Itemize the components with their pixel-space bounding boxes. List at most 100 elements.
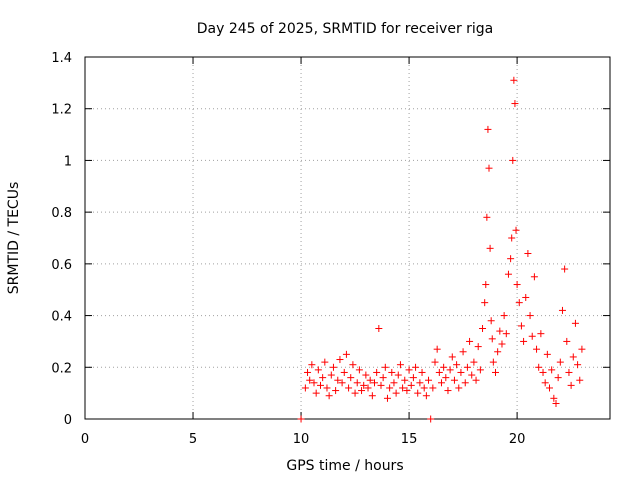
data-point	[327, 371, 335, 379]
data-point	[392, 389, 400, 397]
data-point	[442, 374, 450, 382]
data-point	[429, 384, 437, 392]
data-point	[457, 368, 465, 376]
x-ticks: 0 5 10 15 20	[81, 57, 526, 447]
data-point	[362, 371, 370, 379]
data-point	[507, 255, 515, 263]
x-tick-label: 15	[401, 432, 418, 447]
data-point	[561, 265, 569, 273]
data-point	[437, 379, 445, 387]
data-point	[486, 244, 494, 252]
data-point	[414, 389, 422, 397]
data-point	[515, 299, 523, 307]
data-point	[552, 399, 560, 407]
data-point	[512, 226, 520, 234]
data-point	[342, 350, 350, 358]
data-point	[550, 394, 558, 402]
data-point	[306, 376, 314, 384]
data-point	[448, 353, 456, 361]
data-point	[360, 381, 368, 389]
data-point	[364, 384, 372, 392]
data-point	[459, 348, 467, 356]
data-point	[416, 379, 424, 387]
x-axis-label: GPS time / hours	[286, 458, 403, 474]
data-point	[496, 327, 504, 335]
data-point	[399, 384, 407, 392]
data-point	[347, 374, 355, 382]
data-point	[381, 363, 389, 371]
data-point	[355, 366, 363, 374]
data-point	[535, 363, 543, 371]
data-points	[297, 76, 586, 423]
data-point	[558, 306, 566, 314]
data-point	[368, 392, 376, 400]
data-point	[476, 366, 484, 374]
data-point	[520, 337, 528, 345]
data-point	[569, 353, 577, 361]
data-point	[388, 368, 396, 376]
data-point	[494, 348, 502, 356]
data-point	[488, 335, 496, 343]
data-point	[567, 381, 575, 389]
data-point	[513, 281, 521, 289]
data-point	[483, 213, 491, 221]
data-point	[304, 368, 312, 376]
data-point	[511, 100, 519, 108]
x-tick-label: 20	[509, 432, 526, 447]
plot-frame	[84, 56, 611, 420]
data-point	[444, 387, 452, 395]
data-point	[481, 299, 489, 307]
data-point	[412, 363, 420, 371]
x-tick-label: 0	[81, 432, 89, 447]
data-point	[371, 379, 379, 387]
data-point	[425, 376, 433, 384]
data-point	[468, 371, 476, 379]
data-point	[543, 350, 551, 358]
data-point	[433, 345, 441, 353]
data-point	[450, 376, 458, 384]
data-point	[455, 384, 463, 392]
data-point	[377, 381, 385, 389]
y-ticks: 0 0.2 0.4 0.6 0.8 1 1.2 1.4	[51, 51, 610, 428]
data-point	[479, 325, 487, 332]
data-point	[431, 358, 439, 366]
data-point	[394, 371, 402, 379]
data-point	[446, 366, 454, 374]
data-point	[338, 379, 346, 387]
data-point	[528, 332, 536, 340]
data-point	[375, 325, 383, 332]
data-point	[332, 387, 340, 395]
data-point	[353, 379, 361, 387]
data-point	[482, 281, 490, 289]
x-tick-label: 5	[189, 432, 197, 447]
data-point	[563, 337, 571, 345]
data-point	[373, 368, 381, 376]
data-point	[517, 322, 525, 330]
data-point	[489, 358, 497, 366]
data-point	[366, 376, 374, 384]
data-point	[349, 361, 357, 369]
data-point	[508, 234, 516, 242]
data-point	[546, 384, 554, 392]
data-point	[319, 374, 327, 382]
data-point	[554, 374, 562, 382]
data-point	[405, 366, 413, 374]
data-point	[510, 76, 518, 84]
data-point	[386, 384, 394, 392]
y-tick-label: 0	[64, 413, 72, 428]
data-point	[565, 368, 573, 376]
y-gridlines	[85, 108, 610, 368]
data-point	[403, 387, 411, 395]
data-point	[325, 392, 333, 400]
data-point	[461, 379, 469, 387]
y-tick-label: 0.6	[51, 258, 72, 273]
data-point	[336, 356, 344, 364]
data-point	[470, 358, 478, 366]
y-tick-label: 1.2	[51, 103, 72, 118]
data-point	[351, 389, 359, 397]
data-point	[308, 361, 316, 369]
data-point	[329, 363, 337, 371]
data-point	[474, 343, 482, 351]
data-point	[522, 293, 530, 301]
